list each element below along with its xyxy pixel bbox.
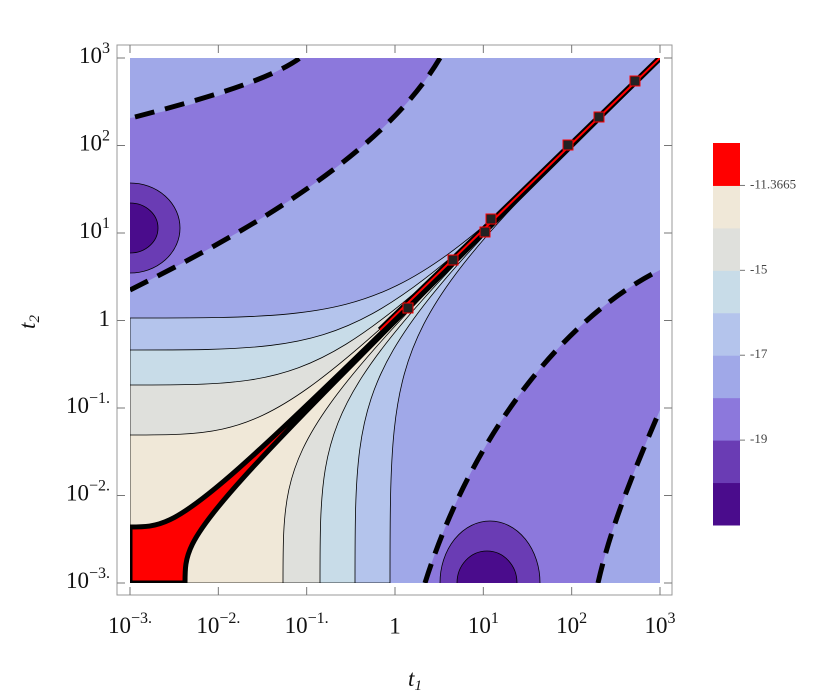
tick-base: 10 bbox=[66, 568, 89, 593]
x-tick: 101 bbox=[468, 45, 499, 638]
colorbar-label: -11.3665 bbox=[750, 176, 796, 191]
y-tick-label: 103 bbox=[79, 40, 110, 69]
tick-exp: 2 bbox=[102, 127, 110, 144]
tick-exp: −3. bbox=[131, 610, 152, 627]
tick-base: 10 bbox=[66, 393, 89, 418]
y-tick-label: 10−3. bbox=[66, 565, 110, 594]
x-tick: 102 bbox=[556, 45, 587, 638]
x-tick-label: 10−2. bbox=[196, 610, 240, 639]
x-tick: 10−1. bbox=[285, 45, 329, 638]
colorbar: -11.3665 -15 -17 -19 bbox=[713, 143, 796, 526]
y-tick: 101 bbox=[79, 215, 672, 244]
y-tick-label: 10−1. bbox=[66, 390, 110, 419]
colorbar-label: -19 bbox=[750, 431, 767, 446]
x-tick-label: 103 bbox=[645, 610, 676, 639]
colorbar-band bbox=[713, 270, 740, 314]
tick-base: 10 bbox=[285, 613, 308, 638]
y-tick-label: 10−2. bbox=[66, 477, 110, 506]
x-tick-label: 101 bbox=[468, 610, 499, 639]
colorbar-band bbox=[713, 440, 740, 484]
y-tick: 103 bbox=[79, 40, 672, 69]
colorbar-band bbox=[713, 185, 740, 229]
tick-exp: −2. bbox=[219, 610, 240, 627]
x-tick: 10−2. bbox=[196, 45, 240, 638]
contour-field bbox=[130, 58, 660, 583]
colorbar-label: -15 bbox=[750, 261, 767, 276]
colorbar-band bbox=[713, 482, 740, 526]
dashed-contour bbox=[595, 409, 660, 583]
tick-exp: 3 bbox=[668, 610, 676, 627]
x-tick-label: 10−3. bbox=[108, 610, 152, 639]
y-axis-label: t2 bbox=[15, 315, 43, 329]
tick-base: 10 bbox=[79, 131, 102, 156]
y-tick-label: 1 bbox=[99, 306, 111, 331]
tick-exp: −2. bbox=[89, 477, 110, 494]
colorbar-label: -17 bbox=[750, 346, 768, 361]
x-tick-label: 1 bbox=[389, 613, 401, 638]
colorbar-band bbox=[713, 312, 740, 356]
tick-exp: 2 bbox=[579, 610, 587, 627]
tick-base: 10 bbox=[79, 218, 102, 243]
x-axis-label: t1 bbox=[408, 666, 422, 694]
dashed-contour bbox=[134, 58, 302, 120]
colorbar-band bbox=[713, 397, 740, 441]
tick-base: 10 bbox=[66, 481, 89, 506]
tick-base: 10 bbox=[468, 613, 491, 638]
tick-exp: −1. bbox=[308, 610, 329, 627]
diagonal bbox=[379, 58, 660, 331]
tick-exp: 3 bbox=[102, 40, 110, 57]
contour-band bbox=[130, 58, 440, 290]
tick-exp: 1 bbox=[102, 215, 110, 232]
colorbar-band bbox=[713, 143, 740, 186]
tick-base: 10 bbox=[556, 613, 579, 638]
colorbar-band bbox=[713, 227, 740, 271]
y-tick-label: 101 bbox=[79, 215, 110, 244]
tick-base: 10 bbox=[79, 43, 102, 68]
colorbar-band bbox=[713, 355, 740, 399]
y-tick: 1 bbox=[99, 306, 672, 331]
x-tick-label: 102 bbox=[556, 610, 587, 639]
y-tick-label: 102 bbox=[79, 127, 110, 156]
y-tick: 10−1. bbox=[66, 390, 672, 419]
dashed-contour bbox=[130, 58, 443, 293]
tick-base: 10 bbox=[645, 613, 668, 638]
x-tick: 10−3. bbox=[108, 45, 152, 638]
markers bbox=[402, 75, 641, 314]
tick-base: 10 bbox=[196, 613, 219, 638]
x-tick-label: 10−1. bbox=[285, 610, 329, 639]
y-tick: 10−3. bbox=[66, 565, 672, 594]
tick-exp: −1. bbox=[89, 390, 110, 407]
contour-band bbox=[456, 550, 518, 583]
tick-exp: −3. bbox=[89, 565, 110, 582]
contour-band bbox=[130, 202, 159, 254]
dashed-contour bbox=[422, 267, 660, 583]
contour-band bbox=[425, 270, 660, 583]
x-tick: 103 bbox=[645, 45, 676, 638]
x-tick: 1 bbox=[389, 45, 401, 638]
y-tick: 10−2. bbox=[66, 477, 672, 506]
tick-base: 10 bbox=[108, 613, 131, 638]
y-tick: 102 bbox=[79, 127, 672, 156]
tick-exp: 1 bbox=[491, 610, 499, 627]
